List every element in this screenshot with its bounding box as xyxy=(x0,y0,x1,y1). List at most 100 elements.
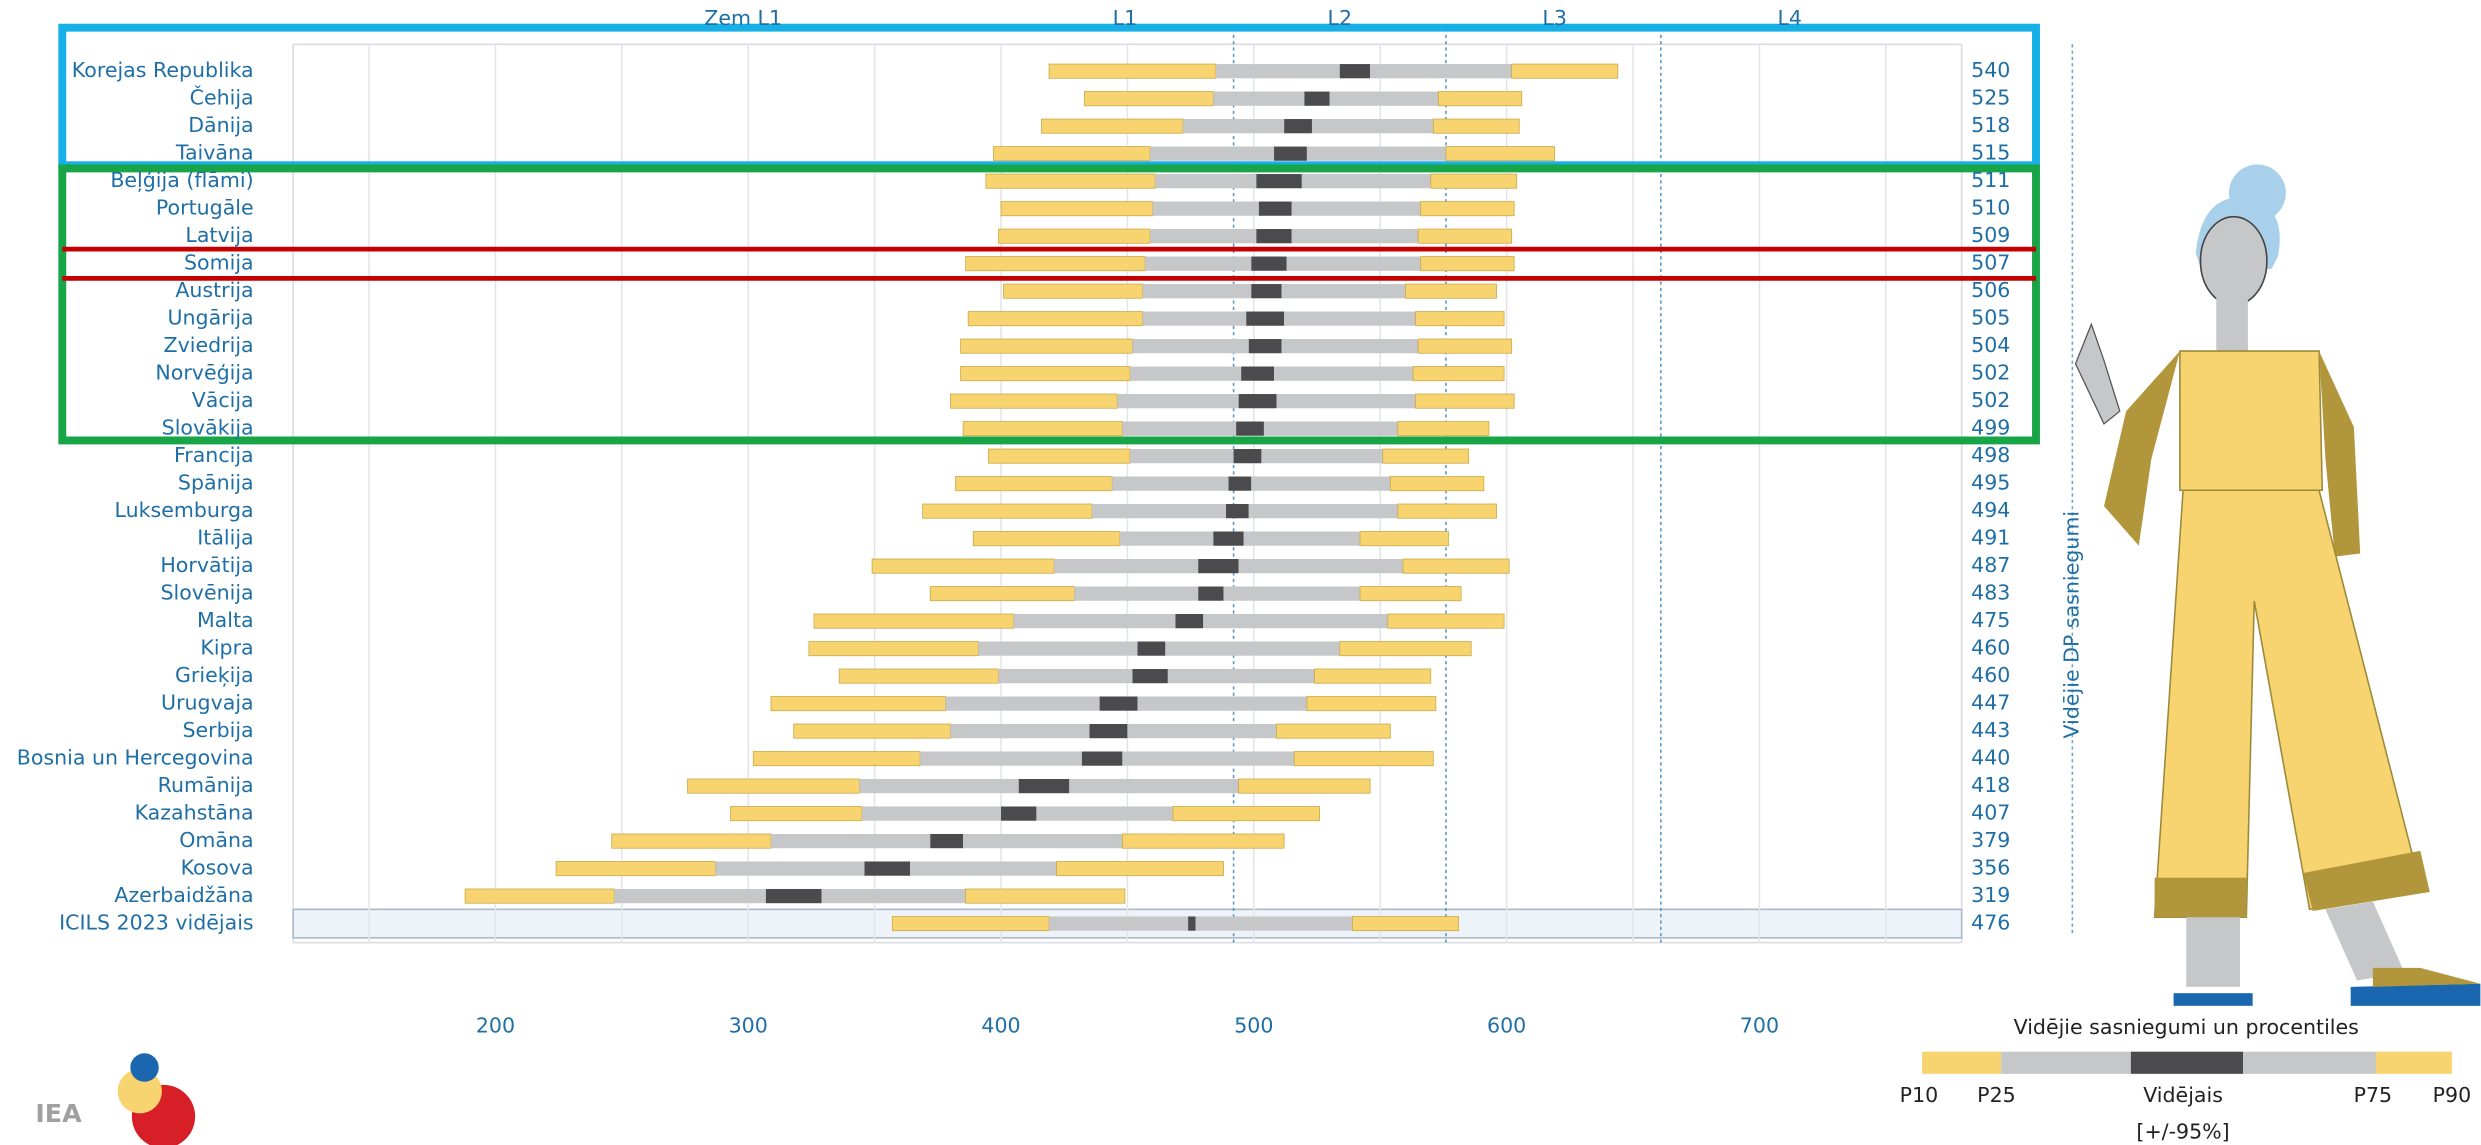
bar-mean-ci xyxy=(1226,504,1249,518)
logo: IEA xyxy=(35,1053,195,1145)
bar-mean-p75 xyxy=(1244,532,1360,546)
category-label: Dānija xyxy=(188,113,253,137)
bar-p75-p90 xyxy=(1388,614,1504,628)
bar-p75-p90 xyxy=(1512,64,1618,78)
bar-mean-p75 xyxy=(1292,229,1418,243)
category-label: Francija xyxy=(174,443,254,467)
mean-label: 476 xyxy=(1971,911,2010,935)
mean-label: 494 xyxy=(1971,498,2010,522)
bar-p75-p90 xyxy=(1421,257,1515,271)
bar-mean-ci xyxy=(1138,641,1166,655)
level-label: L2 xyxy=(1328,6,1353,30)
bar-p25-mean xyxy=(1092,504,1226,518)
bar-p75-p90 xyxy=(1416,394,1515,408)
bar-mean-ci xyxy=(1284,119,1312,133)
bar-p75-p90 xyxy=(1277,724,1391,738)
bar-mean-p75 xyxy=(1282,339,1419,353)
mean-label: 475 xyxy=(1971,608,2010,632)
bar-mean-ci xyxy=(1249,339,1282,353)
legend-note: [+/-95%] xyxy=(2136,1119,2229,1143)
mean-label: 511 xyxy=(1971,168,2010,192)
bar-mean-ci xyxy=(1198,559,1238,573)
bar-mean-p75 xyxy=(1330,92,1439,106)
bar-p25-mean xyxy=(1145,257,1251,271)
bar-p75-p90 xyxy=(1360,532,1448,546)
mean-label: 319 xyxy=(1971,883,2010,907)
bar-mean-p75 xyxy=(1302,174,1431,188)
bar-p10-p25 xyxy=(966,257,1145,271)
bar-mean-ci xyxy=(1175,614,1203,628)
bar-mean-p75 xyxy=(1307,147,1446,161)
x-tick-label: 200 xyxy=(476,1013,515,1037)
bar-p25-mean xyxy=(1132,339,1248,353)
bar-p10-p25 xyxy=(731,806,862,820)
bar-mean-p75 xyxy=(1203,614,1388,628)
mean-label: 505 xyxy=(1971,306,2010,330)
bar-p25-mean xyxy=(1014,614,1176,628)
category-label: Ungārija xyxy=(167,306,253,330)
bar-p75-p90 xyxy=(1307,696,1436,710)
bar-mean-p75 xyxy=(1127,724,1276,738)
category-label: Somija xyxy=(184,251,254,275)
category-label: Serbija xyxy=(182,718,253,742)
bar-p10-p25 xyxy=(814,614,1014,628)
mean-label: 447 xyxy=(1971,691,2010,715)
bar-p25-mean xyxy=(715,861,864,875)
category-label: Kipra xyxy=(200,636,253,660)
level-label: L1 xyxy=(1113,6,1138,30)
bar-p25-mean xyxy=(1153,202,1259,216)
mean-label: 502 xyxy=(1971,388,2010,412)
bar-mean-p75 xyxy=(1138,696,1307,710)
legend-label: P10 xyxy=(1900,1083,1939,1107)
bar-mean-p75 xyxy=(963,834,1122,848)
category-label: Grieķija xyxy=(175,663,254,687)
x-tick-label: 700 xyxy=(1740,1013,1779,1037)
bar-p75-p90 xyxy=(1239,779,1370,793)
bar-p75-p90 xyxy=(1403,559,1509,573)
bar-p10-p25 xyxy=(1001,202,1153,216)
bar-mean-ci xyxy=(1100,696,1138,710)
category-label: Bosnia un Hercegovina xyxy=(17,746,254,770)
level-label: Zem L1 xyxy=(704,6,782,30)
bar-mean-p75 xyxy=(1274,367,1413,381)
mean-label: 483 xyxy=(1971,581,2010,605)
mean-label: 515 xyxy=(1971,141,2010,165)
bar-p75-p90 xyxy=(1438,92,1521,106)
category-label: Čehija xyxy=(190,85,254,110)
bar-p10-p25 xyxy=(688,779,860,793)
bar-mean-p75 xyxy=(1312,119,1433,133)
category-label: Luksemburga xyxy=(114,498,253,522)
bar-p25-mean xyxy=(1120,532,1214,546)
category-label: Korejas Republika xyxy=(72,58,254,82)
bar-p75-p90 xyxy=(1352,916,1458,930)
bar-p10-p25 xyxy=(1041,119,1183,133)
bar-p25-mean xyxy=(1213,92,1304,106)
bar-p25-mean xyxy=(1117,394,1238,408)
bar-mean-ci xyxy=(1256,229,1291,243)
level-label: L3 xyxy=(1542,6,1567,30)
bar-mean-ci xyxy=(1213,532,1243,546)
x-tick-label: 600 xyxy=(1487,1013,1526,1037)
bar-mean-ci xyxy=(1188,916,1196,930)
bar-mean-p75 xyxy=(1036,806,1173,820)
bar-p75-p90 xyxy=(1383,449,1469,463)
mean-label: 499 xyxy=(1971,416,2010,440)
mean-label: 498 xyxy=(1971,443,2010,467)
category-label: Vācija xyxy=(192,388,254,412)
bar-mean-ci xyxy=(1090,724,1128,738)
category-label: Kazahstāna xyxy=(135,801,254,825)
legend: Vidējie sasniegumi un procentiles P10 P2… xyxy=(1900,1015,2472,1143)
category-label: Slovākija xyxy=(162,416,254,440)
bar-p10-p25 xyxy=(465,889,614,903)
bar-p10-p25 xyxy=(839,669,998,683)
bar-mean-ci xyxy=(1256,174,1302,188)
bar-mean-ci xyxy=(1001,806,1036,820)
bar-mean-p75 xyxy=(1284,312,1415,326)
bar-p25-mean xyxy=(998,669,1132,683)
bar-p10-p25 xyxy=(1004,284,1143,298)
mean-label: 525 xyxy=(1971,86,2010,110)
legend-swatch xyxy=(2001,1052,2131,1074)
bar-mean-p75 xyxy=(1069,779,1238,793)
category-label: Zviedrija xyxy=(164,333,254,357)
category-label: ICILS 2023 vidējais xyxy=(59,911,254,935)
